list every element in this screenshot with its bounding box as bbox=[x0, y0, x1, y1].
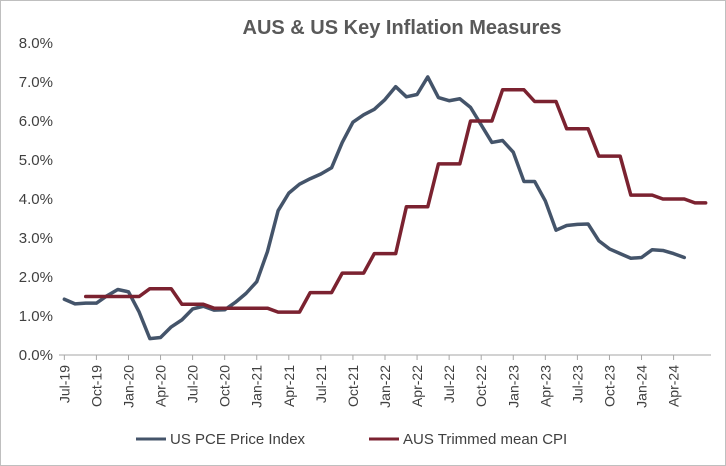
series-line-aus-trimmed bbox=[83, 88, 708, 314]
y-tick-label: 2.0% bbox=[19, 269, 53, 286]
chart-title: AUS & US Key Inflation Measures bbox=[243, 17, 562, 39]
x-tick-label: Jan-22 bbox=[377, 365, 393, 408]
y-tick-label: 4.0% bbox=[19, 191, 53, 208]
x-tick-label: Jul-21 bbox=[313, 365, 329, 403]
x-tick-label: Jan-20 bbox=[120, 365, 136, 408]
y-tick-label: 3.0% bbox=[19, 230, 53, 247]
y-tick-label: 7.0% bbox=[19, 74, 53, 91]
y-tick-label: 6.0% bbox=[19, 113, 53, 130]
series-layer bbox=[62, 75, 708, 341]
y-tick-label: 5.0% bbox=[19, 152, 53, 169]
legend-label-aus-trimmed: AUS Trimmed mean CPI bbox=[403, 431, 567, 448]
series-line-us-pce bbox=[62, 75, 687, 341]
x-tick-label: Apr-20 bbox=[153, 365, 169, 407]
x-tick-label: Jul-19 bbox=[56, 365, 72, 403]
x-tick-label: Oct-23 bbox=[601, 365, 617, 407]
x-tick-label: Oct-19 bbox=[88, 365, 104, 407]
legend: US PCE Price Index AUS Trimmed mean CPI bbox=[136, 431, 567, 448]
y-axis: 0.0% 1.0% 2.0% 3.0% 4.0% 5.0% 6.0% 7.0% 8.0% bbox=[19, 35, 53, 364]
x-axis: Jul-19 Oct-19 Jan-20 Apr-20 Jul-20 Oct-20 Jan-… bbox=[56, 354, 711, 408]
y-tick-label: 8.0% bbox=[19, 35, 53, 52]
x-tick-label: Jul-20 bbox=[185, 365, 201, 403]
x-tick-label: Jul-23 bbox=[569, 365, 585, 403]
x-tick-label: Apr-22 bbox=[409, 365, 425, 407]
x-tick-label: Jan-24 bbox=[634, 365, 650, 408]
legend-label-us-pce: US PCE Price Index bbox=[170, 431, 306, 448]
x-tick-label: Oct-22 bbox=[473, 365, 489, 407]
y-tick-label: 1.0% bbox=[19, 308, 53, 325]
x-tick-label: Jan-23 bbox=[505, 365, 521, 408]
x-tick-label: Jan-21 bbox=[249, 365, 265, 408]
x-tick-label: Oct-21 bbox=[345, 365, 361, 407]
x-tick-label: Apr-23 bbox=[537, 365, 553, 407]
y-tick-label: 0.0% bbox=[19, 347, 53, 364]
x-tick-label: Apr-24 bbox=[666, 365, 682, 407]
x-tick-label: Oct-20 bbox=[217, 365, 233, 407]
x-tick-label: Jul-22 bbox=[441, 365, 457, 403]
x-tick-label: Apr-21 bbox=[281, 365, 297, 407]
